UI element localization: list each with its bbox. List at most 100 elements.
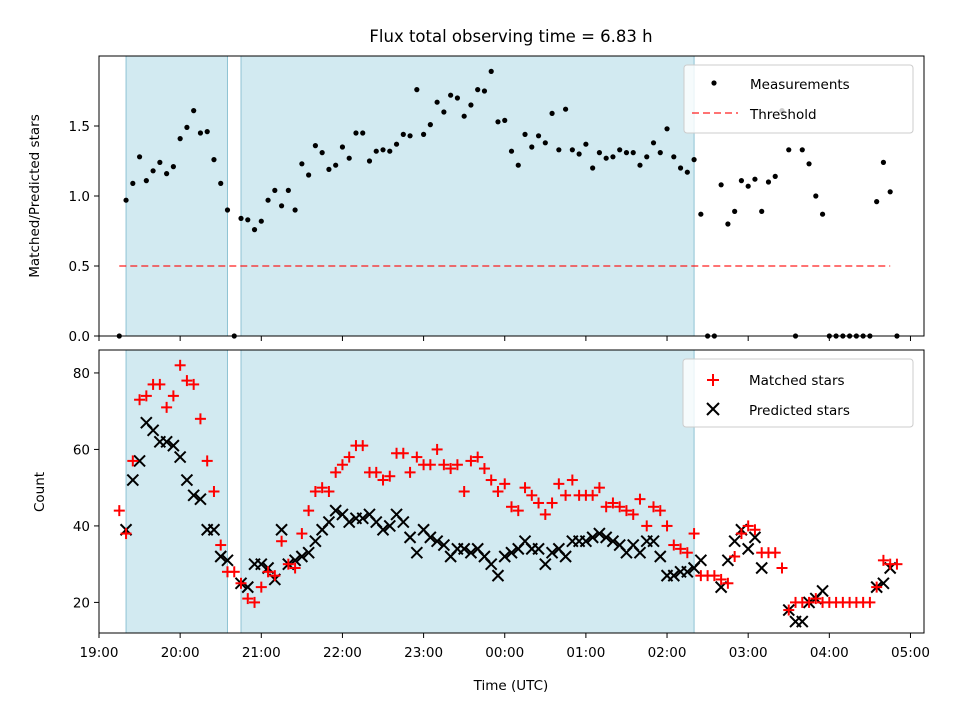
- matched-point: [587, 489, 599, 501]
- top-x-ticks: [98, 336, 911, 341]
- measurement-point: [745, 183, 751, 189]
- matched-point: [688, 528, 700, 540]
- matched-point: [783, 604, 795, 616]
- measurement-point: [387, 148, 393, 154]
- measurement-point: [434, 99, 440, 105]
- predicted-point: [214, 550, 227, 563]
- measurement-point: [644, 154, 650, 160]
- matched-point: [566, 474, 578, 486]
- matched-point: [134, 394, 146, 406]
- predicted-point: [342, 515, 356, 529]
- matched-point: [877, 554, 889, 566]
- measurement-point: [819, 211, 826, 217]
- predicted-point: [194, 492, 207, 506]
- measurement-point: [671, 154, 677, 160]
- measurement-point: [130, 180, 136, 186]
- matched-point: [553, 478, 565, 490]
- top-panel: 0.0 0.5 1.0 1.5 Matched/Predicted stars Mea…: [27, 55, 925, 345]
- measurement-point: [468, 102, 474, 108]
- predicted-point: [173, 450, 187, 464]
- predicted-point: [559, 550, 572, 563]
- top-ytick-label: 0.0: [69, 329, 90, 345]
- bottom-xtick-label: 21:00: [242, 645, 281, 661]
- measurement-point: [251, 227, 258, 233]
- matched-point: [445, 463, 457, 475]
- measurement-point: [515, 162, 521, 168]
- measurement-point: [414, 87, 420, 93]
- bottom-xtick-label: 00:00: [485, 645, 524, 661]
- predicted-point: [410, 546, 424, 559]
- matched-point: [370, 466, 382, 478]
- measurement-point: [772, 173, 778, 179]
- predicted-point: [397, 515, 410, 529]
- matched-point: [377, 474, 389, 486]
- matched-point: [215, 539, 227, 551]
- legend-measurements-marker: [711, 80, 717, 86]
- matched-point: [675, 543, 687, 555]
- matched-point: [174, 359, 186, 371]
- predicted-point: [599, 531, 613, 544]
- matched-point: [648, 501, 660, 513]
- measurement-point: [346, 155, 352, 161]
- shaded-interval-1: [125, 55, 228, 337]
- bottom-xtick-label: 04:00: [810, 645, 849, 661]
- matched-point: [255, 581, 267, 593]
- top-y-axis-label: Matched/Predicted stars: [27, 114, 43, 277]
- measurement-point: [542, 140, 548, 146]
- measurement-point: [136, 154, 143, 160]
- matched-point: [431, 443, 443, 455]
- measurement-point: [495, 119, 501, 125]
- predicted-point: [654, 550, 667, 563]
- matched-point: [276, 535, 288, 547]
- measurement-point: [265, 197, 271, 203]
- predicted-point: [681, 565, 694, 579]
- predicted-point: [437, 538, 451, 552]
- measurement-point: [238, 215, 244, 221]
- measurement-point: [170, 164, 176, 170]
- matched-point: [668, 539, 680, 551]
- measurement-point: [765, 179, 772, 185]
- measurement-point: [333, 162, 339, 168]
- legend-measurements-label: Measurements: [750, 77, 850, 93]
- predicted-point: [160, 435, 173, 448]
- bottom-ytick-label: 20: [73, 595, 90, 611]
- bottom-xtick-label: 03:00: [729, 645, 768, 661]
- shaded-interval-2: [240, 55, 695, 337]
- measurement-point: [650, 140, 657, 146]
- predicted-point: [322, 515, 336, 529]
- matched-point: [560, 489, 572, 501]
- measurement-point: [164, 171, 170, 177]
- bottom-xtick-label: 19:00: [80, 645, 119, 661]
- matched-point: [539, 508, 551, 520]
- measurement-point: [211, 157, 217, 163]
- matched-point: [472, 451, 484, 463]
- matched-point: [506, 501, 517, 513]
- matched-point: [627, 508, 639, 520]
- matched-point: [282, 558, 294, 570]
- measurement-point: [549, 110, 555, 116]
- matched-point: [397, 447, 409, 459]
- predicted-point: [464, 546, 478, 559]
- matched-point: [735, 528, 747, 540]
- measurement-point: [197, 130, 204, 136]
- matched-point: [404, 466, 416, 478]
- matched-point: [323, 486, 335, 497]
- measurement-point: [718, 182, 724, 188]
- predicted-point: [126, 473, 140, 487]
- measurement-point: [799, 147, 805, 153]
- measurement-point: [529, 144, 535, 150]
- predicted-point: [255, 557, 268, 571]
- measurement-point: [887, 189, 893, 195]
- measurement-point: [393, 141, 400, 147]
- measurement-point: [522, 131, 528, 137]
- predicted-point: [647, 535, 660, 548]
- matched-point: [810, 593, 822, 605]
- measurement-point: [603, 155, 609, 161]
- top-legend: Measurements Threshold: [683, 64, 914, 134]
- measurement-point: [738, 178, 745, 184]
- measurement-point: [508, 148, 515, 154]
- predicted-point: [796, 615, 809, 628]
- matched-point: [228, 566, 240, 578]
- measurement-point: [285, 187, 291, 193]
- matched-point: [194, 413, 206, 425]
